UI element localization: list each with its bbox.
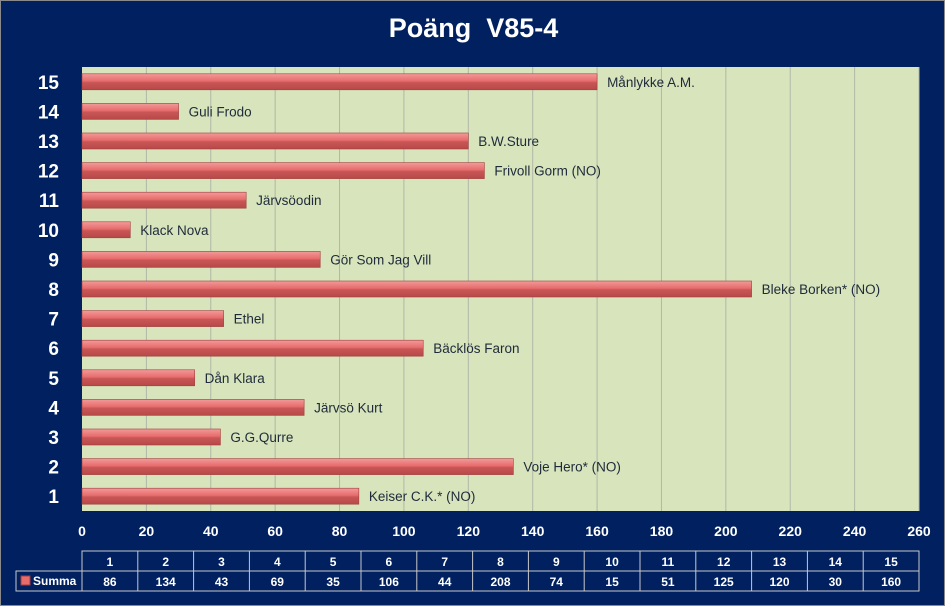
bar bbox=[81, 280, 752, 298]
y-tick-label: 10 bbox=[38, 221, 59, 242]
y-tick-label: 15 bbox=[38, 73, 60, 94]
x-tick-label: 100 bbox=[392, 523, 416, 539]
data-table-header: 4 bbox=[274, 555, 281, 569]
y-tick-label: 7 bbox=[48, 310, 59, 331]
data-table-value: 208 bbox=[490, 575, 510, 589]
data-table-value: 120 bbox=[769, 575, 789, 589]
data-table-value: 35 bbox=[326, 575, 340, 589]
bar bbox=[81, 132, 469, 150]
bar bbox=[81, 162, 485, 179]
bar-label: Järvsöodin bbox=[256, 193, 321, 208]
bar bbox=[81, 458, 514, 475]
x-tick-label: 240 bbox=[843, 523, 867, 539]
data-table-header: 15 bbox=[884, 555, 898, 569]
y-tick-label: 9 bbox=[48, 250, 59, 271]
data-table-header: 11 bbox=[662, 555, 675, 569]
y-tick-label: 8 bbox=[48, 280, 59, 301]
y-tick-label: 6 bbox=[48, 339, 59, 360]
bar bbox=[81, 487, 360, 505]
x-tick-label: 160 bbox=[585, 523, 609, 539]
bar bbox=[81, 191, 247, 209]
x-tick-label: 20 bbox=[139, 523, 155, 539]
bar bbox=[81, 251, 321, 268]
bar-label: Järvsö Kurt bbox=[314, 400, 383, 415]
x-tick-label: 220 bbox=[779, 523, 803, 539]
bar-label: Bäcklös Faron bbox=[433, 341, 519, 356]
data-table-header: 5 bbox=[330, 555, 337, 569]
y-tick-label: 1 bbox=[48, 487, 59, 508]
bar-label: Voje Hero* (NO) bbox=[523, 460, 621, 475]
data-table-value: 30 bbox=[829, 575, 843, 589]
data-table-value: 160 bbox=[881, 575, 901, 589]
data-table-header: 6 bbox=[386, 555, 393, 569]
legend-label: Summa bbox=[33, 574, 77, 588]
chart-title: Poäng V85-4 bbox=[388, 13, 559, 43]
y-tick-label: 14 bbox=[38, 102, 60, 123]
y-tick-label: 11 bbox=[39, 191, 60, 212]
bar bbox=[81, 73, 598, 91]
data-table-header: 1 bbox=[107, 555, 114, 569]
data-table-legend-cell bbox=[15, 570, 83, 592]
y-tick-label: 12 bbox=[38, 162, 59, 183]
y-tick-label: 4 bbox=[48, 398, 59, 419]
bar-label: G.G.Qurre bbox=[230, 430, 293, 445]
x-tick-label: 140 bbox=[521, 523, 545, 539]
x-tick-label: 260 bbox=[907, 523, 931, 539]
bar-label: Frivoll Gorm (NO) bbox=[494, 164, 600, 179]
bar-label: Ethel bbox=[234, 312, 265, 327]
data-table-header: 2 bbox=[162, 555, 169, 569]
bar-label: B.W.Sture bbox=[478, 134, 539, 149]
data-table-header: 3 bbox=[218, 555, 225, 569]
data-table-header: 9 bbox=[553, 555, 560, 569]
data-table-value: 106 bbox=[379, 575, 399, 589]
data-table-value: 15 bbox=[605, 575, 619, 589]
y-tick-label: 5 bbox=[48, 369, 59, 390]
y-tick-label: 3 bbox=[48, 428, 59, 449]
bar-label: Dån Klara bbox=[205, 371, 266, 386]
x-tick-label: 180 bbox=[650, 523, 674, 539]
data-table-value: 51 bbox=[661, 575, 675, 589]
bar bbox=[81, 221, 131, 239]
x-tick-label: 60 bbox=[267, 523, 283, 539]
bar-label: Klack Nova bbox=[140, 223, 209, 238]
data-table-value: 134 bbox=[156, 575, 176, 589]
bar bbox=[81, 369, 195, 387]
bar bbox=[81, 103, 179, 120]
data-table-value: 86 bbox=[103, 575, 117, 589]
y-tick-label: 2 bbox=[48, 458, 59, 479]
bar-label: Keiser C.K.* (NO) bbox=[369, 489, 476, 504]
data-table-value: 125 bbox=[714, 575, 734, 589]
bar bbox=[81, 310, 224, 327]
data-table-header: 14 bbox=[829, 555, 843, 569]
bar-label: Guli Frodo bbox=[189, 104, 252, 119]
data-table-value: 69 bbox=[271, 575, 285, 589]
data-table-header: 7 bbox=[441, 555, 448, 569]
x-tick-label: 0 bbox=[78, 523, 86, 539]
data-table-value: 74 bbox=[550, 575, 564, 589]
x-tick-label: 200 bbox=[714, 523, 738, 539]
data-table-value: 44 bbox=[438, 575, 452, 589]
data-table-header: 10 bbox=[605, 555, 619, 569]
x-tick-label: 120 bbox=[457, 523, 481, 539]
legend-key-icon bbox=[20, 575, 31, 586]
bar bbox=[81, 428, 221, 446]
bar-label: Gör Som Jag Vill bbox=[330, 252, 431, 267]
data-table-value: 43 bbox=[215, 575, 229, 589]
data-table-header: 8 bbox=[497, 555, 504, 569]
x-tick-label: 80 bbox=[332, 523, 348, 539]
data-table-header: 13 bbox=[773, 555, 787, 569]
bar bbox=[81, 399, 305, 416]
y-tick-label: 13 bbox=[38, 132, 59, 153]
bar-label: Månlykke A.M. bbox=[607, 75, 695, 90]
data-table-header: 12 bbox=[717, 555, 731, 569]
bar-label: Bleke Borken* (NO) bbox=[762, 282, 881, 297]
x-tick-label: 40 bbox=[203, 523, 219, 539]
bar bbox=[81, 339, 424, 357]
